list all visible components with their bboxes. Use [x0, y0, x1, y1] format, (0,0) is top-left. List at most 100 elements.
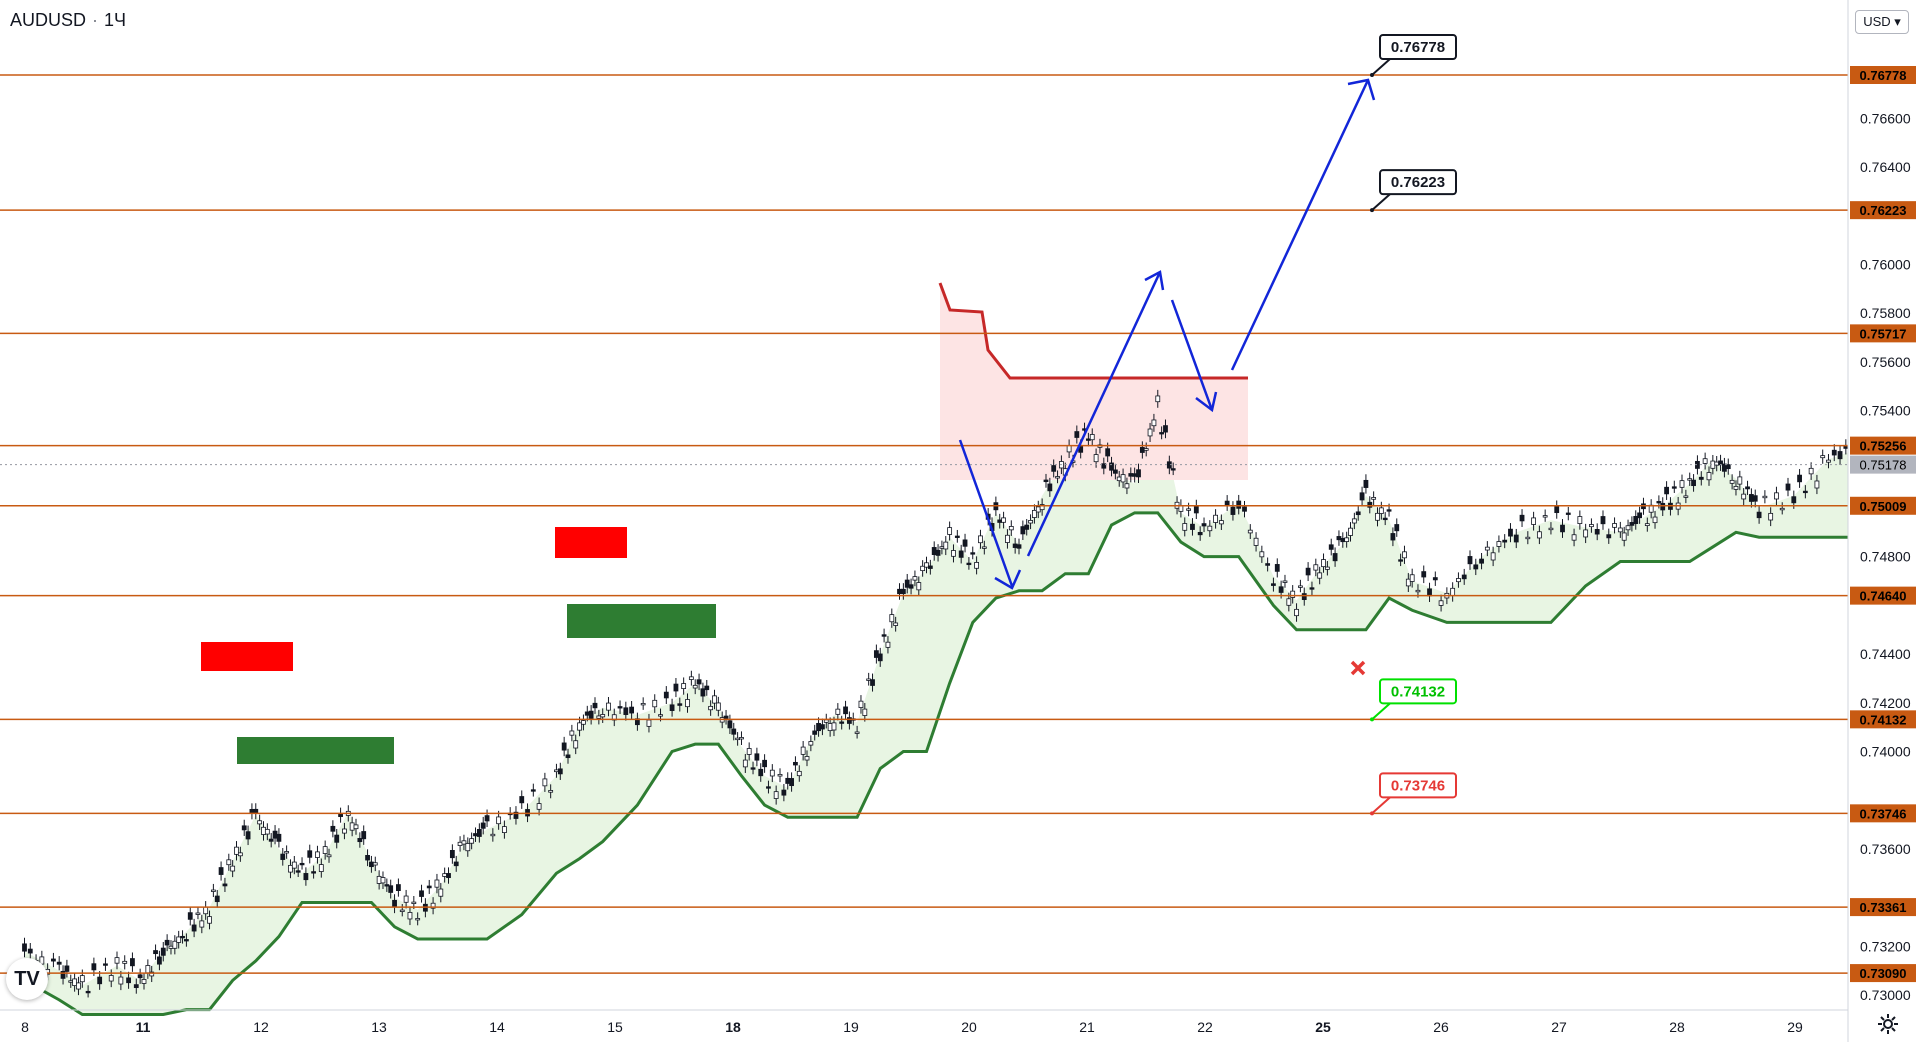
candle-body: [1294, 608, 1299, 617]
candle-body: [349, 822, 355, 831]
candle-body: [1577, 516, 1583, 525]
candle-body: [904, 579, 910, 588]
candle-body: [407, 912, 413, 920]
x-tick-label: 27: [1551, 1019, 1567, 1035]
projection-arrow: [1230, 79, 1370, 371]
y-tick-label: 0.76000: [1860, 256, 1911, 272]
candle-body: [311, 871, 317, 874]
candle-body: [419, 890, 424, 897]
candle-body: [1105, 448, 1111, 457]
candle-body: [1679, 480, 1685, 488]
candle-body: [889, 614, 895, 623]
candle-body: [490, 833, 496, 837]
callout-pointer: [1371, 702, 1391, 721]
candle-body: [1317, 572, 1323, 579]
candle-body: [793, 761, 798, 766]
x-tick-label: 28: [1669, 1019, 1685, 1035]
candle-body: [750, 767, 756, 770]
candle-body: [353, 824, 359, 830]
x-tick-label: 15: [607, 1019, 623, 1035]
candle-body: [712, 695, 717, 704]
y-tick-label: 0.73600: [1860, 841, 1911, 857]
candle-body: [137, 974, 143, 979]
candle-body: [1473, 564, 1479, 570]
candle-body: [403, 895, 409, 903]
level-price-label: 0.74132: [1860, 712, 1907, 727]
x-tick-label: 12: [253, 1019, 269, 1035]
candle-body: [222, 883, 228, 887]
candle-body: [796, 770, 802, 777]
y-tick-label: 0.74400: [1860, 646, 1911, 662]
candle-body: [1201, 523, 1207, 527]
candle-body: [141, 979, 147, 984]
candle-body: [1432, 577, 1438, 581]
candle-body: [881, 634, 887, 637]
candle-body: [187, 912, 193, 920]
candle-body: [396, 884, 401, 891]
candle-body: [473, 833, 478, 837]
candle-body: [1051, 465, 1057, 472]
candle-body: [1461, 574, 1467, 580]
candle-body: [1355, 511, 1361, 516]
candle-body: [1837, 451, 1843, 460]
candle-body: [1785, 483, 1791, 491]
candle-body: [1001, 517, 1006, 523]
candle-body: [704, 685, 710, 691]
level-price-label: 0.74640: [1860, 589, 1907, 604]
candle-body: [781, 789, 787, 796]
support-band-area: [24, 405, 1920, 1015]
candle-body: [997, 519, 1003, 523]
candle-body: [835, 708, 841, 715]
y-tick-label: 0.75600: [1860, 354, 1911, 370]
candle-body: [1265, 563, 1271, 566]
currency-button[interactable]: USD ▾: [1855, 10, 1909, 34]
candle-body: [1745, 486, 1750, 490]
candle-body: [1375, 512, 1380, 521]
callout-box: [1379, 772, 1457, 799]
candle-body: [1698, 476, 1704, 480]
candle-body: [789, 778, 794, 787]
candle-body: [1637, 512, 1643, 519]
candle-body: [172, 940, 178, 949]
candle-body: [1691, 479, 1696, 487]
callout-pointer: [1371, 193, 1391, 211]
candle-body: [831, 722, 837, 731]
candle-body: [68, 980, 74, 983]
candle-body: [157, 956, 162, 965]
candle-body: [530, 789, 536, 792]
candle-body: [22, 943, 27, 952]
candle-body: [1159, 432, 1165, 435]
candle-body: [1531, 517, 1537, 525]
candle-body: [288, 864, 293, 873]
candle-body: [696, 679, 702, 685]
callout-box: [1379, 678, 1457, 705]
candle-body: [1612, 523, 1617, 528]
candle-body: [357, 838, 363, 843]
candle-body: [1589, 524, 1594, 528]
candle-body: [502, 826, 507, 833]
candle-body: [970, 552, 976, 555]
candle-body: [1621, 532, 1627, 541]
candle-body: [449, 849, 455, 859]
candle-body: [272, 830, 278, 839]
candle-body: [1725, 464, 1731, 470]
candle-body: [318, 864, 324, 872]
candle-body: [130, 958, 135, 967]
candle-body: [1066, 445, 1072, 453]
candle-body: [1484, 546, 1490, 551]
candle-body: [652, 699, 658, 708]
candle-body: [56, 961, 62, 965]
candle-body: [1583, 529, 1589, 538]
candle-body: [1247, 529, 1253, 534]
candle-body: [812, 730, 818, 735]
candle-body: [1155, 395, 1161, 403]
gear-icon[interactable]: [1876, 1012, 1900, 1036]
candle-body: [766, 786, 771, 789]
candle-body: [365, 855, 370, 861]
candle-body: [145, 965, 151, 974]
candle-body: [700, 688, 706, 697]
candle-body: [103, 963, 108, 966]
candle-body: [480, 822, 486, 829]
candle-body: [1207, 525, 1213, 532]
